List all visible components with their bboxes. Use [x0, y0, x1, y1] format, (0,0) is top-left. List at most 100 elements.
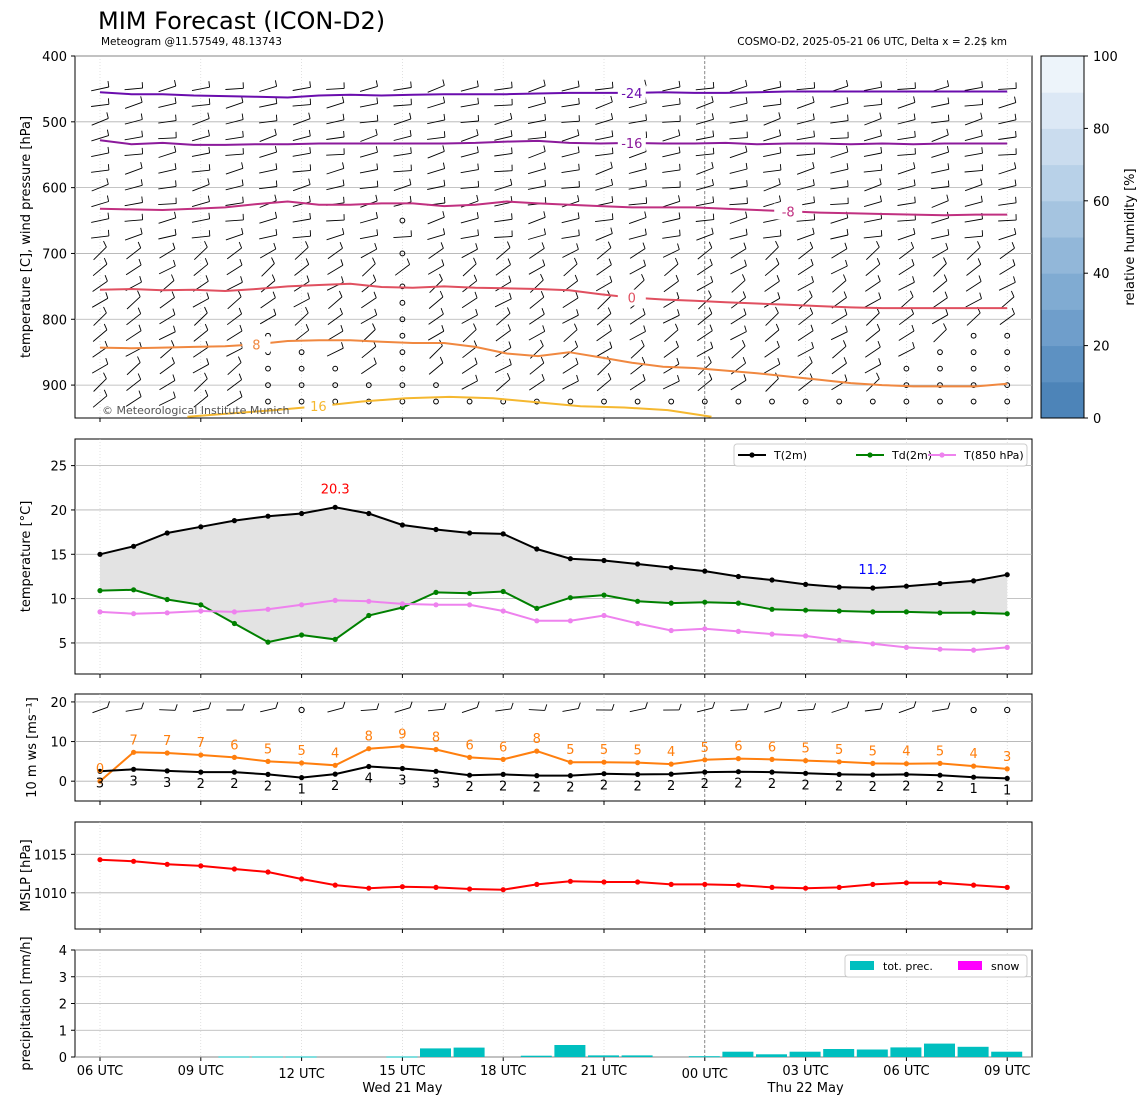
wind-barb-flag	[610, 161, 613, 168]
wind-barb	[696, 707, 713, 713]
wind-barb	[226, 396, 243, 407]
wind-barb-flag	[242, 196, 244, 203]
wind-series-point	[803, 770, 809, 776]
wind-barb	[964, 104, 983, 107]
temp-series-point	[265, 639, 271, 645]
wind-barb	[225, 233, 244, 241]
wind-barb-flag	[204, 389, 209, 397]
wind-barb	[1000, 296, 1015, 310]
wind-barb	[763, 183, 781, 192]
wind-barb-flag	[746, 180, 748, 187]
wind-barb	[126, 247, 141, 260]
mslp-point	[567, 878, 574, 884]
wind-barb	[897, 219, 916, 222]
wind-barb	[628, 217, 647, 225]
temp-series-point	[601, 557, 607, 564]
calm-wind-marker	[265, 398, 271, 405]
mslp-point	[534, 881, 540, 888]
wind-barb-flag	[173, 391, 176, 398]
wind-barb	[359, 186, 378, 190]
wind-barb	[695, 201, 714, 207]
wind-barb	[192, 118, 210, 126]
mslp-point	[231, 866, 237, 872]
wind-barb	[460, 234, 479, 240]
wind-barb	[91, 135, 109, 142]
wind-barb-flag	[607, 307, 612, 314]
temp-ytick-label: 25	[50, 460, 67, 475]
wind-barb	[765, 312, 779, 326]
wind-barb-flag	[274, 194, 277, 201]
precip-bar	[588, 1055, 619, 1057]
wind-barb-flag	[741, 274, 746, 281]
wind-barb	[191, 169, 210, 173]
wind-barb	[830, 168, 849, 174]
wind-barb	[831, 314, 848, 325]
colorbar-tick-label: 60	[1093, 195, 1110, 210]
colorbar-tick-label: 80	[1093, 122, 1110, 137]
wind-barb-flag	[308, 129, 311, 136]
wind-barb	[965, 281, 982, 292]
wind-barb	[562, 708, 579, 712]
wind-barb	[931, 234, 949, 240]
wind-barb	[91, 117, 109, 126]
wind-barb	[830, 203, 849, 206]
wind-barb-flag	[811, 275, 814, 283]
wind-barb	[259, 217, 277, 224]
wind-barb	[124, 219, 143, 222]
mean-wind-value-label: 2	[566, 781, 574, 796]
wind-barb-flag	[1011, 242, 1015, 249]
wind-barb	[797, 347, 814, 357]
mslp-point	[198, 863, 204, 869]
temp-series-point	[870, 609, 876, 615]
wind-barb	[663, 363, 680, 374]
wind-barb	[158, 265, 176, 275]
wind-barb	[460, 151, 479, 158]
wind-barb	[562, 380, 579, 390]
wind-barb-flag	[946, 80, 950, 87]
wind-barb-flag	[611, 130, 614, 137]
wind-series-point	[635, 771, 641, 778]
wind-barb-flag	[206, 358, 210, 365]
wind-barb-flag	[510, 702, 514, 710]
wind-barb-flag	[342, 162, 345, 169]
wind-barb-flag	[642, 242, 646, 249]
wind-barb-flag	[611, 703, 615, 711]
wind-barb-flag	[947, 702, 951, 709]
wind-barb-flag	[237, 356, 242, 363]
wind-barb-flag	[645, 114, 647, 121]
wind-series-point	[769, 769, 775, 775]
mslp-point	[903, 880, 910, 886]
wind-barb	[998, 102, 1016, 109]
wind-barb-flag	[474, 357, 478, 364]
isotherm-line	[99, 200, 1008, 217]
wind-barb	[662, 86, 681, 92]
wind-barb-flag	[173, 259, 176, 267]
wind-barb	[158, 185, 177, 190]
wind-barb-flag	[913, 162, 916, 169]
temp-series-point	[803, 581, 809, 588]
wind-barb	[91, 297, 109, 308]
calm-wind-marker	[970, 365, 977, 372]
calm-wind-marker	[433, 398, 439, 405]
wind-barb	[225, 167, 244, 175]
wind-barb-flag	[1015, 196, 1017, 203]
wind-barb-flag	[540, 356, 545, 364]
wind-barb-flag	[238, 241, 243, 249]
wind-barb	[763, 363, 781, 374]
wind-barb-flag	[506, 241, 511, 248]
gust-value-label: 6	[465, 738, 473, 753]
wind-barb	[124, 233, 143, 241]
wind-barb-flag	[981, 147, 983, 154]
wind-barb-flag	[607, 241, 612, 248]
wind-barb	[91, 363, 109, 374]
wind-barb-flag	[107, 701, 110, 708]
wind-barb	[193, 312, 208, 326]
wind-barb	[595, 118, 613, 125]
wind-barb-flag	[712, 701, 716, 709]
wind-barb-flag	[945, 308, 949, 315]
wind-barb-flag	[107, 164, 110, 171]
wind-barb-flag	[106, 178, 109, 185]
wind-barb	[361, 263, 376, 277]
temp-series-point	[97, 588, 103, 594]
wind-barb	[159, 709, 176, 711]
